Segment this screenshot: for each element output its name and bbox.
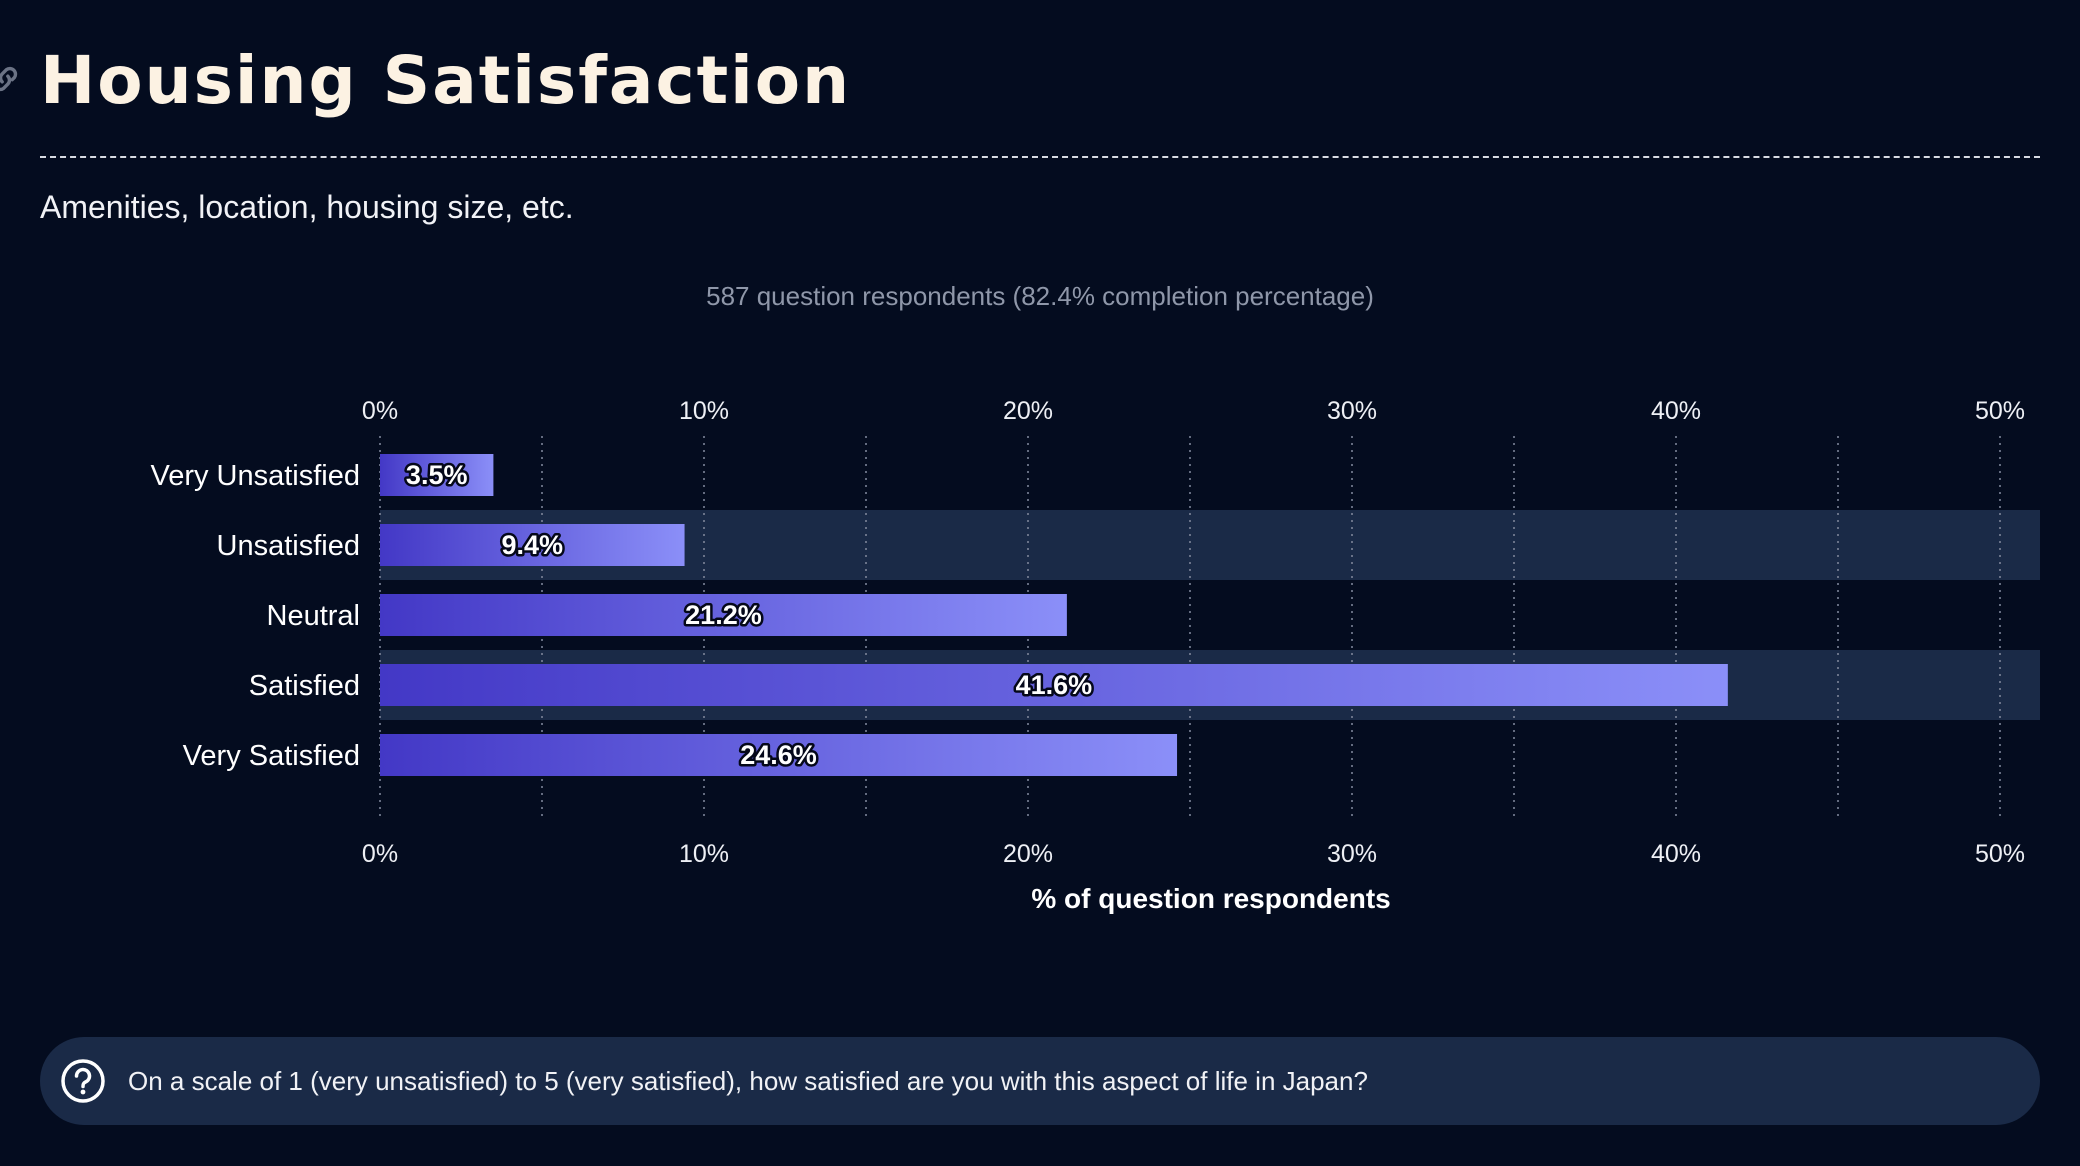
x-tick-label-bottom: 20% bbox=[1003, 840, 1053, 868]
x-tick-label-top: 50% bbox=[1975, 397, 2025, 425]
x-tick-label-top: 20% bbox=[1003, 397, 1053, 425]
question-text: On a scale of 1 (very unsatisfied) to 5 … bbox=[128, 1066, 1368, 1096]
bar bbox=[380, 524, 685, 566]
x-tick-label-top: 10% bbox=[679, 397, 729, 425]
data-label: 41.6% bbox=[1016, 670, 1093, 700]
category-label: Neutral bbox=[267, 600, 361, 632]
bar bbox=[380, 664, 1728, 706]
page-title: Housing Satisfaction bbox=[40, 42, 852, 119]
category-label: Unsatisfied bbox=[217, 530, 360, 562]
x-tick-label-bottom: 50% bbox=[1975, 840, 2025, 868]
x-tick-label-top: 40% bbox=[1651, 397, 1701, 425]
link-icon[interactable] bbox=[0, 62, 22, 96]
x-tick-label-bottom: 0% bbox=[362, 840, 398, 868]
x-axis-title: % of question respondents bbox=[1031, 883, 1390, 914]
x-tick-label-bottom: 10% bbox=[679, 840, 729, 868]
data-label: 9.4% bbox=[502, 530, 564, 560]
data-label: 24.6% bbox=[740, 740, 817, 770]
x-tick-label-bottom: 30% bbox=[1327, 840, 1377, 868]
x-tick-label-top: 0% bbox=[362, 397, 398, 425]
bar bbox=[380, 734, 1178, 776]
category-label: Very Satisfied bbox=[183, 740, 360, 772]
data-label: 21.2% bbox=[685, 600, 762, 630]
question-circle-icon bbox=[61, 1059, 105, 1103]
bar bbox=[380, 594, 1067, 636]
x-tick-label-top: 30% bbox=[1327, 397, 1377, 425]
bar bbox=[380, 454, 494, 496]
title-divider bbox=[40, 156, 2040, 158]
page-subtitle: Amenities, location, housing size, etc. bbox=[40, 189, 574, 225]
question-banner: On a scale of 1 (very unsatisfied) to 5 … bbox=[40, 1037, 2040, 1125]
category-label: Satisfied bbox=[249, 670, 360, 702]
data-label: 3.5% bbox=[406, 460, 468, 490]
respondents-count: 587 question respondents (82.4% completi… bbox=[706, 281, 1374, 311]
category-label: Very Unsatisfied bbox=[150, 460, 360, 492]
x-tick-label-bottom: 40% bbox=[1651, 840, 1701, 868]
